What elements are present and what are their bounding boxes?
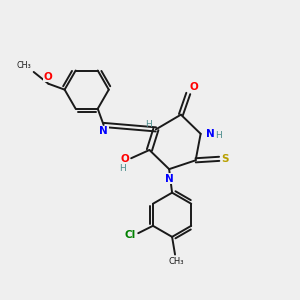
Text: N: N	[206, 129, 215, 139]
Text: CH₃: CH₃	[16, 61, 31, 70]
Text: Cl: Cl	[124, 230, 135, 240]
Text: H: H	[215, 131, 222, 140]
Text: O: O	[44, 72, 52, 82]
Text: N: N	[99, 126, 108, 136]
Text: CH₃: CH₃	[169, 257, 184, 266]
Text: S: S	[221, 154, 229, 164]
Text: N: N	[165, 174, 173, 184]
Text: H: H	[145, 120, 152, 129]
Text: H: H	[119, 164, 126, 172]
Text: O: O	[120, 154, 129, 164]
Text: O: O	[190, 82, 199, 92]
